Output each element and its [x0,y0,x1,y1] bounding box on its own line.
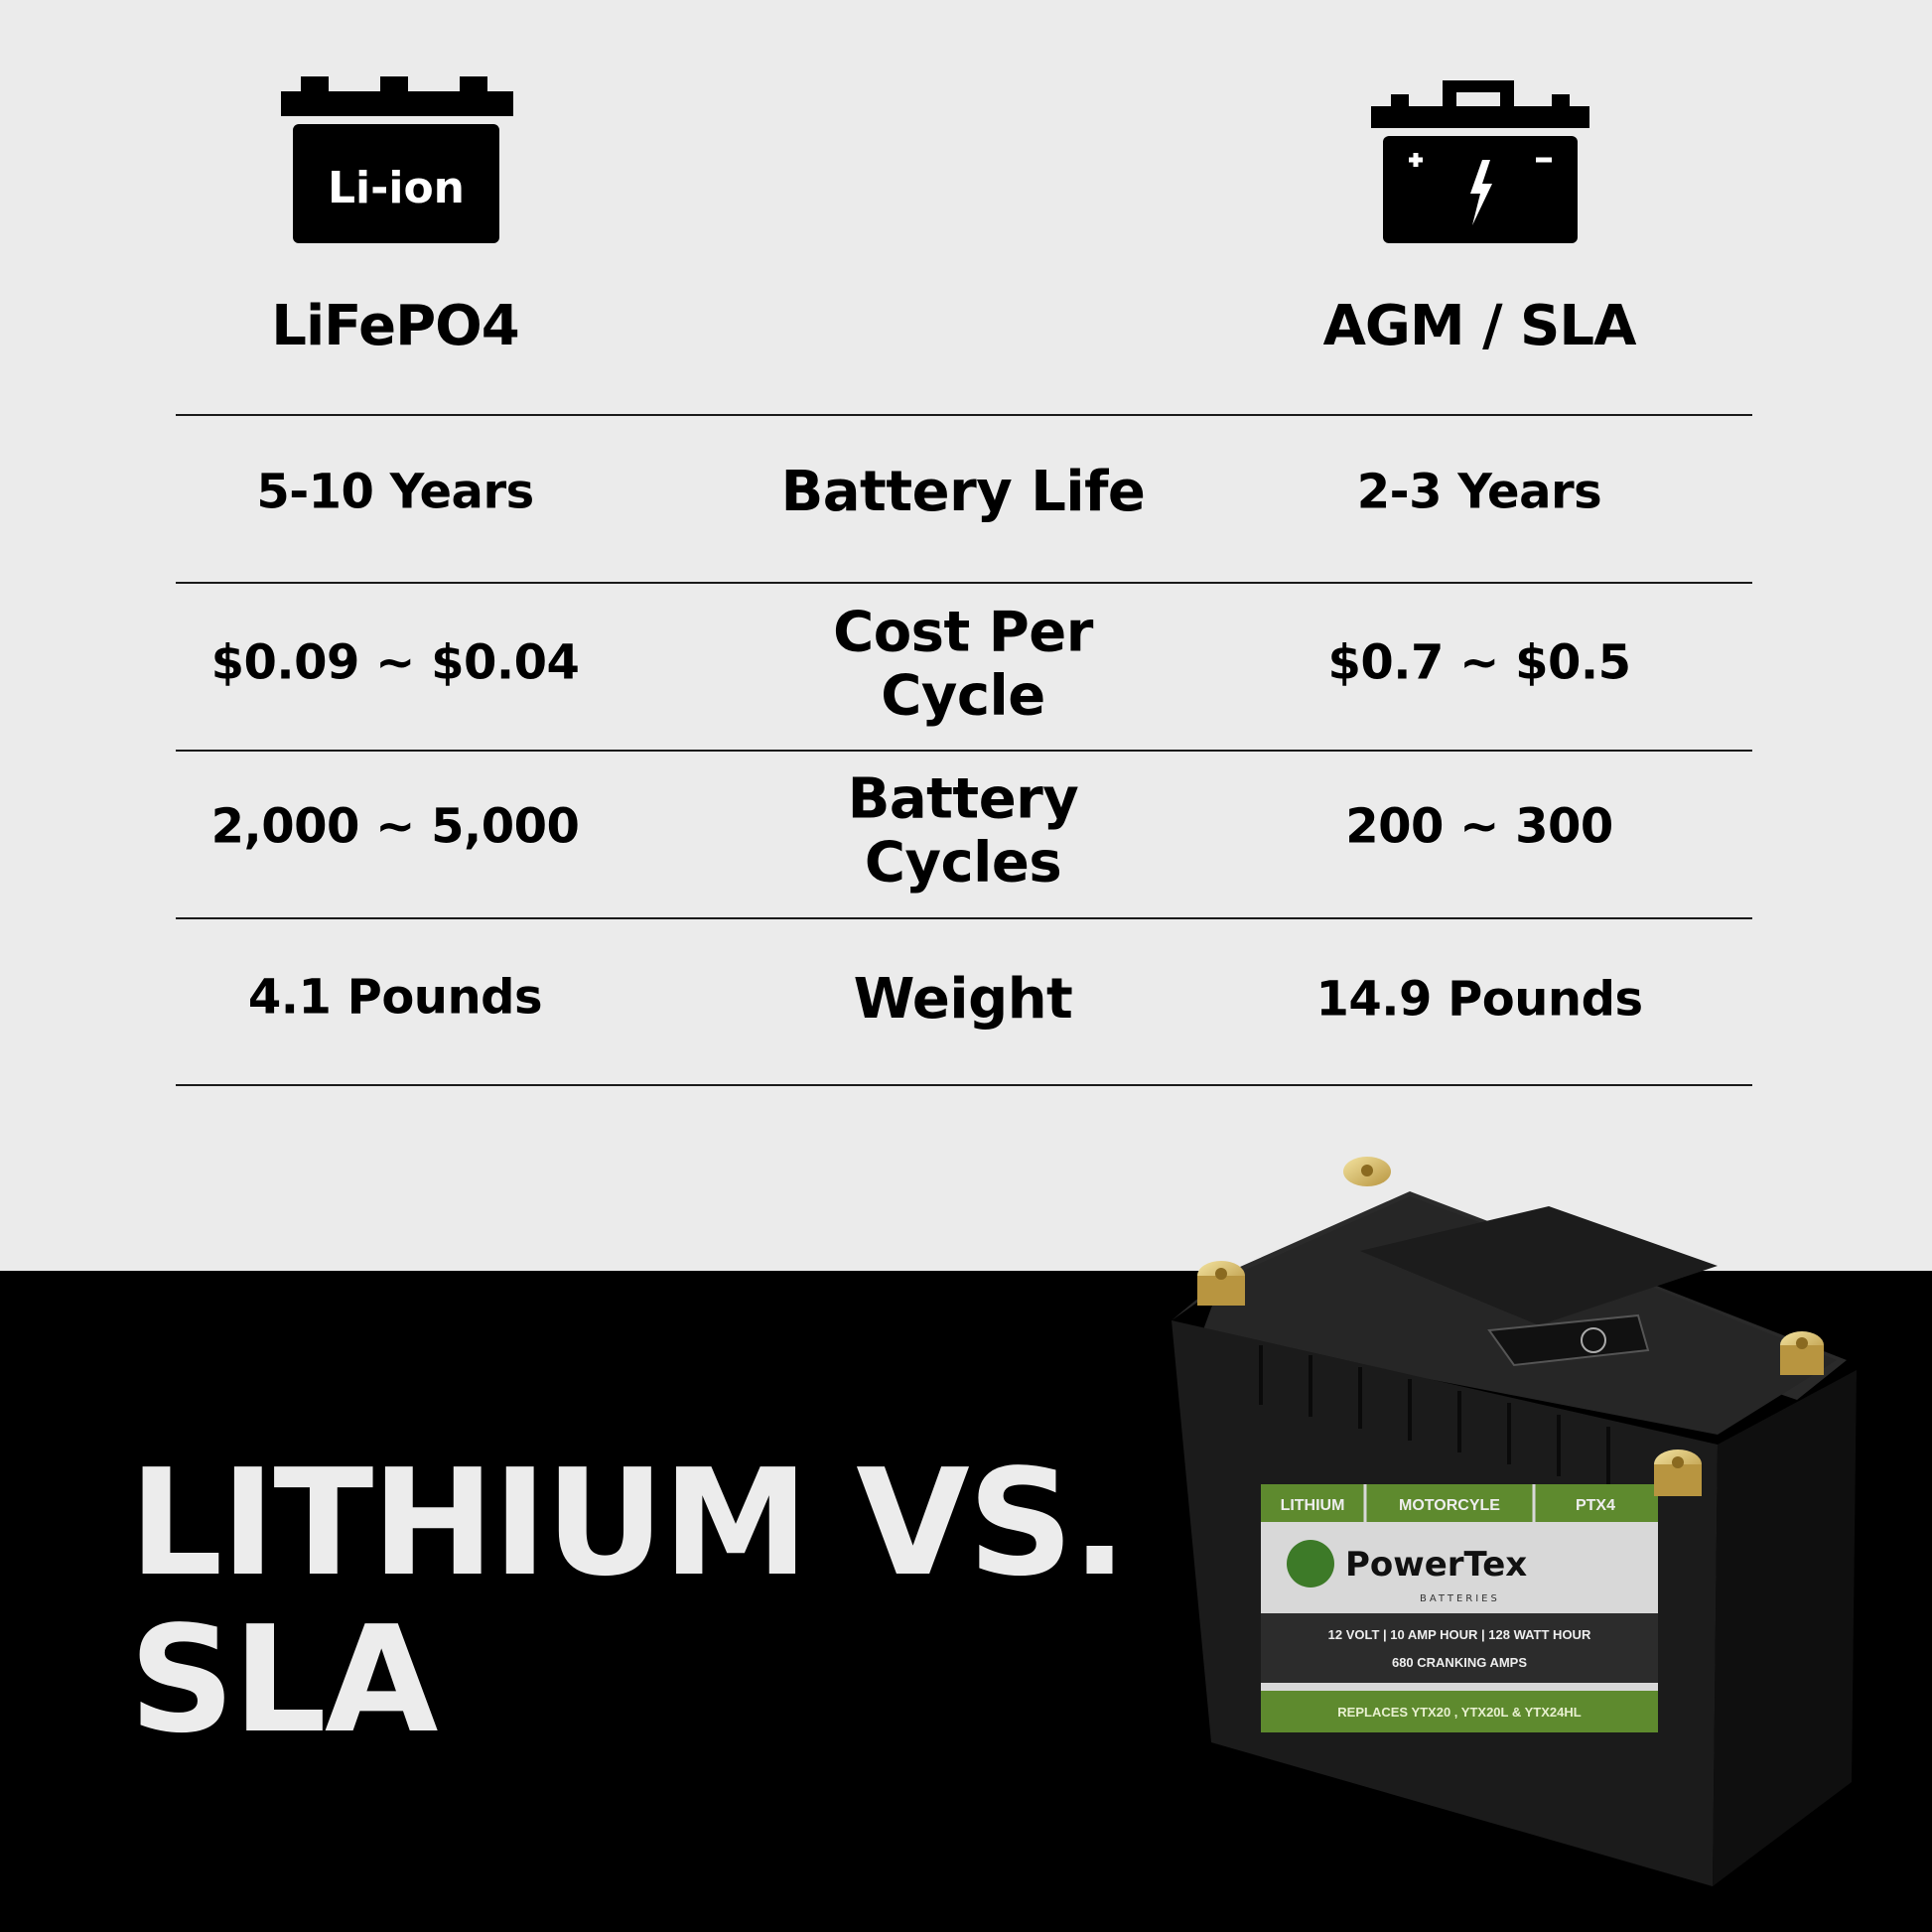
li-ion-battery-icon: Li-ion [281,76,513,243]
headline: LITHIUM VS. SLA [129,1438,1128,1765]
lead-acid-battery-icon [1371,80,1589,243]
headline-line-1: LITHIUM VS. [129,1438,1128,1608]
powertex-battery-image: LITHIUM MOTORCYLE PTX4 PowerTex BATTERIE… [1172,1157,1857,1886]
sla-value: 200 ~ 300 [1345,798,1613,855]
metric-label: Weight [853,966,1073,1032]
terminal-posts [1197,1157,1824,1496]
headline-line-2: SLA [129,1594,438,1765]
divider [176,917,1752,919]
label-tag-motorcyle: MOTORCYLE [1399,1497,1500,1514]
label-tag-lithium: LITHIUM [1281,1497,1345,1514]
metric-label: Battery Life [780,459,1146,524]
metric-label: Cost Per Cycle [833,600,1093,729]
divider [176,750,1752,752]
metric-label: Battery Cycles [847,766,1079,896]
label-spec-2: 680 CRANKING AMPS [1392,1655,1527,1670]
label-tag-model: PTX4 [1576,1497,1615,1514]
divider [176,1084,1752,1086]
dinosaur-logo-icon [1287,1540,1334,1587]
product-label: LITHIUM MOTORCYLE PTX4 PowerTex BATTERIE… [1261,1484,1658,1732]
label-brand-sub: BATTERIES [1420,1593,1500,1604]
divider [176,582,1752,584]
lithium-value: 2,000 ~ 5,000 [210,798,580,855]
lithium-value: $0.09 ~ $0.04 [210,634,580,691]
sla-value: 14.9 Pounds [1315,971,1643,1028]
agm-sla-heading: AGM / SLA [1322,294,1637,358]
lifepo4-heading: LiFePO4 [271,294,519,358]
sla-value: 2-3 Years [1356,464,1602,520]
sla-value: $0.7 ~ $0.5 [1327,634,1632,691]
label-brand: PowerTex [1345,1545,1527,1585]
lithium-value: 5-10 Years [256,464,534,520]
divider [176,414,1752,416]
label-spec-1: 12 VOLT | 10 AMP HOUR | 128 WATT HOUR [1328,1627,1591,1642]
label-replaces: REPLACES YTX20 , YTX20L & YTX24HL [1337,1705,1581,1720]
lithium-value: 4.1 Pounds [247,969,543,1026]
svg-text:Li-ion: Li-ion [328,163,465,213]
